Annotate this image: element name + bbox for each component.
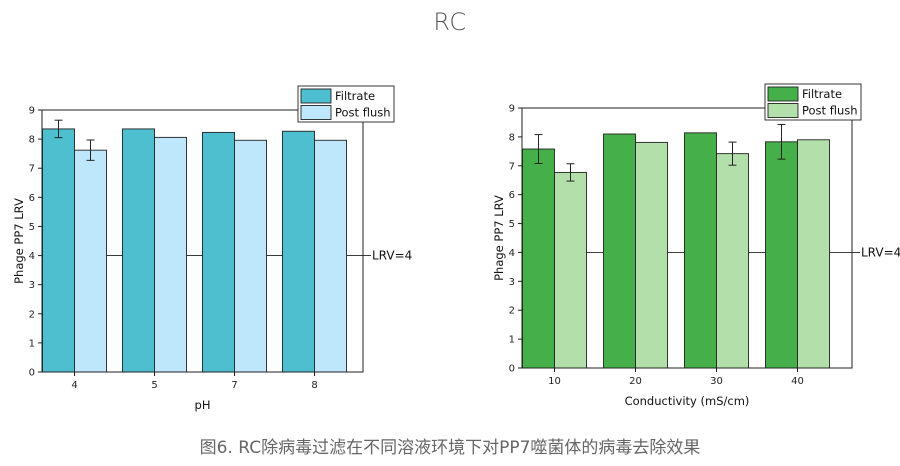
y-tick-label: 9 xyxy=(509,104,515,115)
plot-frame xyxy=(521,107,853,369)
bar-post-flush-7 xyxy=(234,139,267,373)
legend-label-post-flush: Post flush xyxy=(802,104,858,118)
figure-caption: 图6. RC除病毒过滤在不同溶液环境下对PP7噬菌体的病毒去除效果 xyxy=(199,438,701,458)
bar-post-flush-5 xyxy=(154,136,187,373)
plot-frame xyxy=(41,109,364,373)
x-tick-label: 20 xyxy=(629,376,642,387)
bar-filtrate-7 xyxy=(202,131,235,373)
legend-label-filtrate: Filtrate xyxy=(802,87,842,101)
bar-post-flush-4 xyxy=(74,149,107,373)
y-tick-label: 0 xyxy=(29,368,35,379)
y-axis-title: Phage PP7 LRV xyxy=(492,195,506,281)
y-tick-label: 0 xyxy=(509,364,515,375)
error-bar-filtrate-10 xyxy=(534,134,543,164)
y-axis-title: Phage PP7 LRV xyxy=(12,198,26,284)
y-tick-label: 1 xyxy=(509,335,515,346)
bar-post-flush-8 xyxy=(314,139,347,373)
y-tick-label: 2 xyxy=(509,306,515,317)
y-tick-label: 5 xyxy=(509,219,515,230)
bar-post-flush-10 xyxy=(554,171,587,369)
error-bar-post-flush-10 xyxy=(566,163,575,182)
y-tick-label: 2 xyxy=(29,309,35,320)
bar-filtrate-4 xyxy=(42,128,75,373)
bar-filtrate-20 xyxy=(603,133,636,369)
x-tick-label: 7 xyxy=(231,380,237,391)
y-tick-label: 1 xyxy=(29,338,35,349)
bar-filtrate-40 xyxy=(765,141,798,369)
x-tick-label: 4 xyxy=(71,380,77,391)
y-tick-label: 4 xyxy=(509,248,515,259)
bar-post-flush-20 xyxy=(635,141,668,369)
y-tick-label: 9 xyxy=(29,106,35,117)
legend-label-filtrate: Filtrate xyxy=(335,89,375,103)
x-axis-title: pH xyxy=(195,398,211,412)
x-tick-label: 10 xyxy=(548,376,561,387)
figure-title: RC xyxy=(433,8,467,36)
bar-post-flush-30 xyxy=(716,153,749,369)
x-tick-label: 8 xyxy=(311,380,317,391)
bar-post-flush-40 xyxy=(797,139,830,369)
ph-bar-chart: LRV=4 0 1 2 3 4 5 6 7 8 9 4 5 7 8 pH Phage PP7 LRV Filtra… xyxy=(12,85,412,412)
error-bar-filtrate-40 xyxy=(777,123,786,160)
x-tick-label: 5 xyxy=(151,380,157,391)
reference-line-label: LRV=4 xyxy=(372,249,412,263)
y-tick-label: 7 xyxy=(29,164,35,175)
x-axis-title: Conductivity (mS/cm) xyxy=(625,394,750,408)
legend-label-post-flush: Post flush xyxy=(335,106,391,120)
bar-filtrate-8 xyxy=(282,130,315,373)
chart-legend: Filtrate Post flush xyxy=(764,83,862,121)
legend-swatch-filtrate xyxy=(300,88,332,104)
bar-filtrate-10 xyxy=(522,148,555,369)
conductivity-bar-chart: LRV=4 0 1 2 3 4 5 6 7 8 9 10 20 30 40 Conductivity (mS/… xyxy=(492,83,900,408)
error-bar-post-flush-30 xyxy=(728,141,737,166)
error-bar-post-flush-4 xyxy=(86,139,95,161)
legend-swatch-post-flush xyxy=(300,105,332,120)
bar-filtrate-5 xyxy=(122,128,155,373)
y-tick-label: 6 xyxy=(29,193,35,204)
y-tick-label: 5 xyxy=(29,222,35,233)
y-tick-label: 8 xyxy=(29,135,35,146)
legend-swatch-post-flush xyxy=(767,103,799,118)
x-tick-label: 40 xyxy=(791,376,804,387)
error-bar-filtrate-4 xyxy=(54,119,63,139)
chart-legend: Filtrate Post flush xyxy=(297,85,395,123)
bar-filtrate-30 xyxy=(684,132,717,369)
y-tick-label: 3 xyxy=(29,280,35,291)
y-tick-label: 7 xyxy=(509,161,515,172)
y-tick-label: 3 xyxy=(509,277,515,288)
legend-swatch-filtrate xyxy=(767,86,799,102)
y-tick-label: 8 xyxy=(509,132,515,143)
x-tick-label: 30 xyxy=(710,376,723,387)
y-tick-label: 4 xyxy=(29,251,35,262)
reference-line-label: LRV=4 xyxy=(861,245,900,259)
y-tick-label: 6 xyxy=(509,190,515,201)
